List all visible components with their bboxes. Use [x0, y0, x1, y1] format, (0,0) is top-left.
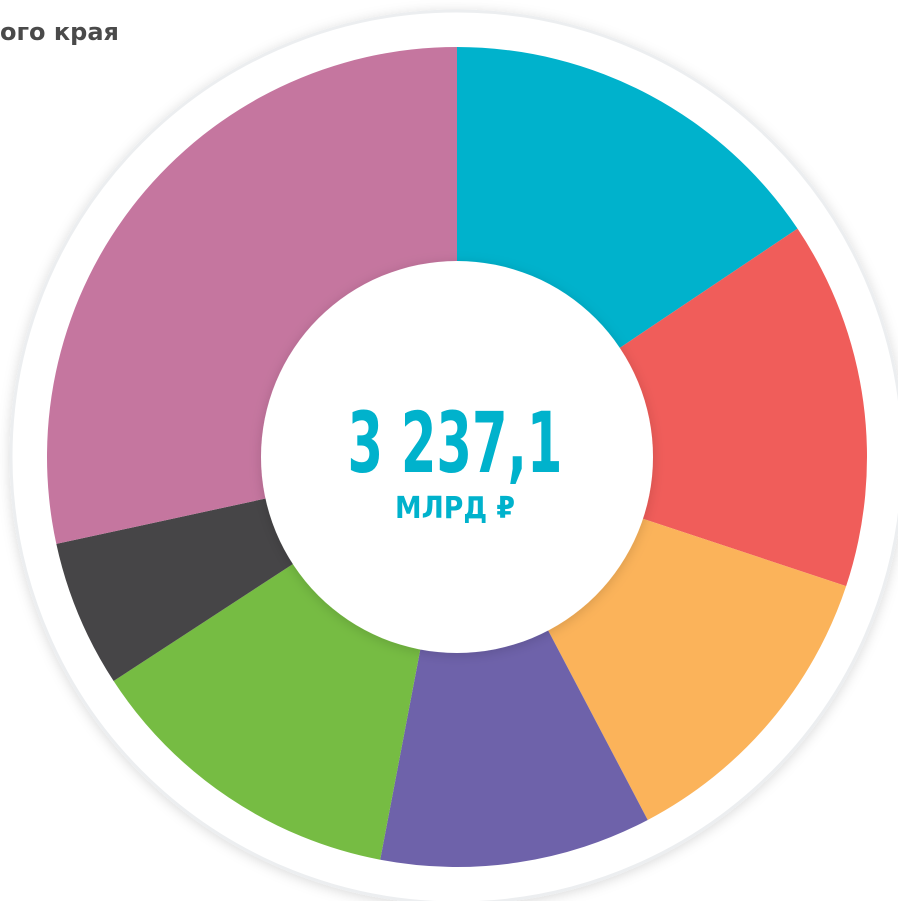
slice — [581, 228, 867, 587]
slice — [56, 488, 332, 682]
slice — [46, 47, 457, 544]
center-unit: МЛРД ₽ — [395, 491, 515, 526]
slice — [380, 589, 648, 867]
center-value: 3 237,1 — [348, 394, 563, 492]
chart-title: ого края — [0, 18, 119, 46]
center-hole — [261, 261, 653, 653]
